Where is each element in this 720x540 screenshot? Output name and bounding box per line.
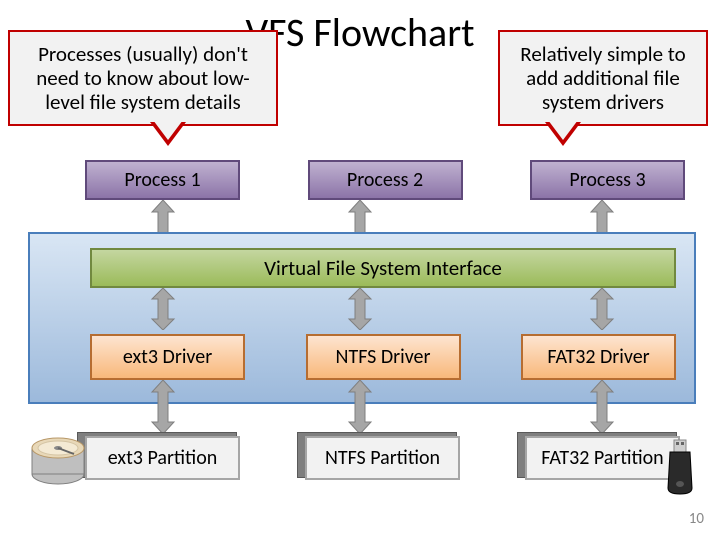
partition-row: ext3 Partition NTFS Partition FAT32 Part… — [85, 436, 685, 482]
arrow-drv-part-1 — [148, 380, 178, 434]
partition-box: ext3 Partition — [85, 436, 240, 480]
usb-drive-icon — [660, 438, 700, 498]
callout-pointer-icon — [150, 122, 186, 146]
partition-box: FAT32 Partition — [525, 436, 680, 480]
callout-right: Relatively simple to add additional file… — [498, 30, 708, 126]
callout-pointer-icon — [545, 122, 581, 146]
process-box: Process 1 — [85, 160, 240, 200]
double-arrow-icon — [148, 288, 178, 330]
driver-box: ext3 Driver — [90, 334, 245, 380]
process-row: Process 1 Process 2 Process 3 — [85, 160, 685, 200]
double-arrow-icon — [148, 380, 178, 434]
double-arrow-icon — [587, 288, 617, 330]
arrow-drv-part-2 — [345, 380, 375, 434]
page-title: VFS Flowchart — [245, 8, 474, 57]
arrow-drv-part-3 — [587, 380, 617, 434]
vfs-interface-bar: Virtual File System Interface — [90, 248, 676, 288]
partition-box: NTFS Partition — [305, 436, 460, 480]
partition-wrap: NTFS Partition — [305, 436, 465, 482]
callout-left: Processes (usually) don't need to know a… — [8, 30, 278, 126]
callout-right-text: Relatively simple to add additional file… — [520, 41, 685, 115]
process-box: Process 3 — [530, 160, 685, 200]
partition-wrap: ext3 Partition — [85, 436, 245, 482]
callout-left-text: Processes (usually) don't need to know a… — [36, 41, 250, 115]
process-box: Process 2 — [308, 160, 463, 200]
double-arrow-icon — [345, 380, 375, 434]
arrow-vfs-drv-1 — [148, 288, 178, 330]
driver-box: NTFS Driver — [306, 334, 461, 380]
driver-box: FAT32 Driver — [521, 334, 676, 380]
arrow-vfs-drv-3 — [587, 288, 617, 330]
hard-drive-icon — [30, 430, 86, 488]
arrow-vfs-drv-2 — [345, 288, 375, 330]
page-number: 10 — [689, 510, 704, 528]
double-arrow-icon — [345, 288, 375, 330]
double-arrow-icon — [587, 380, 617, 434]
driver-row: ext3 Driver NTFS Driver FAT32 Driver — [90, 334, 676, 380]
